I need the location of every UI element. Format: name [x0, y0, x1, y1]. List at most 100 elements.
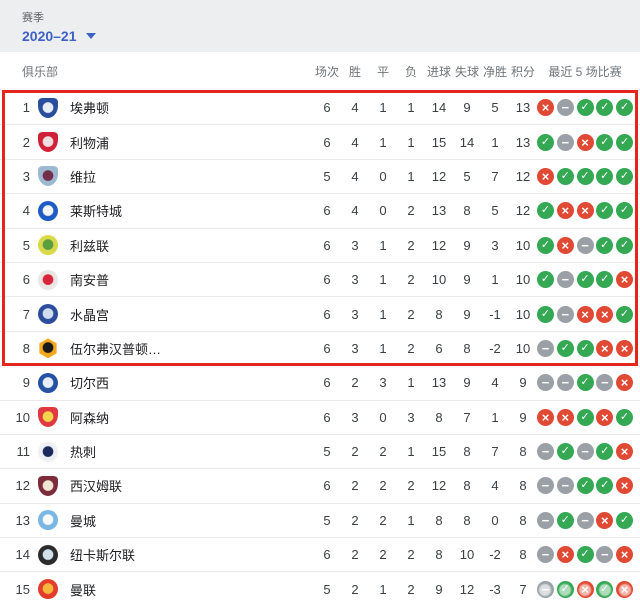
- season-select[interactable]: 2020–21: [22, 28, 96, 44]
- stat-value: 2: [407, 237, 415, 253]
- stat-value: 12: [431, 237, 447, 253]
- stat-value: 8: [435, 409, 443, 425]
- stat-value: 8: [519, 512, 527, 528]
- season-value: 2020–21: [22, 28, 77, 44]
- win-icon: [556, 167, 574, 185]
- table-row[interactable]: 5 利兹联 6 3 1 2 12 9 3 10: [0, 227, 640, 262]
- stat-value: 1: [407, 100, 415, 116]
- stat-value: 10: [515, 340, 531, 356]
- win-icon: [576, 339, 594, 357]
- stat-value: 7: [491, 444, 499, 460]
- win-icon: [616, 305, 633, 323]
- stat-value: 6: [323, 203, 331, 219]
- win-icon: [576, 374, 594, 392]
- stat-value: 1: [407, 512, 415, 528]
- win-icon: [616, 511, 633, 529]
- loss-icon: [556, 408, 574, 426]
- team-name: 维拉: [70, 169, 97, 185]
- draw-icon: [596, 374, 614, 392]
- team-stats: 6 4 1 1 14 9 5 13: [313, 100, 537, 115]
- stat-value: 2: [407, 272, 415, 288]
- stat-value: 6: [435, 340, 443, 356]
- rank: 4: [22, 203, 30, 219]
- stat-value: -2: [489, 340, 501, 356]
- stat-value: 5: [323, 168, 331, 184]
- team-stats: 5 2 2 1 15 8 7 8: [313, 444, 537, 459]
- table-row[interactable]: 1 埃弗顿 6 4 1 1 14 9 5 13: [0, 90, 640, 124]
- loss-icon: [616, 271, 633, 289]
- team-crest-icon: [38, 510, 58, 531]
- loss-icon: [596, 305, 614, 323]
- stat-value: -3: [489, 581, 501, 597]
- stat-value: 0: [379, 203, 387, 219]
- stat-value: 0: [379, 168, 387, 184]
- draw-icon: [556, 374, 574, 392]
- table-row[interactable]: 12 西汉姆联 6 2 2 2 12 8 4 8: [0, 468, 640, 502]
- stat-column-header: 净胜: [482, 64, 507, 79]
- stat-value: 10: [515, 272, 531, 288]
- stat-value: 9: [519, 375, 527, 391]
- team-crest-icon: [38, 200, 58, 221]
- stat-column-header: 平: [376, 64, 389, 79]
- table-row[interactable]: 7 水晶宫 6 3 1 2 8 9 -1 10: [0, 296, 640, 330]
- stat-column-headers: 场次胜平负进球 失球 净胜 积分: [313, 63, 537, 80]
- stat-value: 10: [515, 306, 531, 322]
- table-row[interactable]: 14 纽卡斯尔联 6 2 2 2 8 10 -2 8: [0, 537, 640, 571]
- win-icon: [576, 271, 594, 289]
- win-icon: [616, 133, 633, 151]
- table-row[interactable]: 11 热刺 5 2 2 1 15 8 7 8: [0, 433, 640, 468]
- stat-value: 8: [463, 203, 471, 219]
- draw-icon: [537, 443, 554, 461]
- stat-value: 8: [435, 306, 443, 322]
- stat-value: 6: [323, 375, 331, 391]
- stat-value: 8: [463, 340, 471, 356]
- team-crest-icon: [38, 97, 58, 118]
- win-icon: [596, 167, 614, 185]
- table-row[interactable]: 2 利物浦 6 4 1 1 15 14 1 13: [0, 124, 640, 158]
- stat-value: 6: [323, 306, 331, 322]
- team-crest-icon: [38, 166, 58, 187]
- stat-value: 3: [491, 237, 499, 253]
- stat-value: 4: [351, 168, 359, 184]
- team-stats: 5 2 2 1 8 8 0 8: [313, 513, 537, 528]
- stat-value: 2: [407, 581, 415, 597]
- stat-value: 10: [431, 272, 447, 288]
- stat-value: 8: [463, 512, 471, 528]
- stat-value: 2: [407, 478, 415, 494]
- loss-icon: [556, 546, 574, 564]
- table-row[interactable]: 10 阿森纳 6 3 0 3 8 7 1 9: [0, 399, 640, 434]
- stat-value: 1: [379, 237, 387, 253]
- team-name: 南安普: [70, 273, 110, 289]
- table-row[interactable]: 4 莱斯特城 6 4 0 2 13 8 5 12: [0, 193, 640, 227]
- stat-value: 8: [463, 478, 471, 494]
- loss-icon: [576, 580, 594, 598]
- stat-column-header: 负: [404, 64, 417, 79]
- table-row[interactable]: 15 曼联 5 2 1 2 9 12 -3 7: [0, 571, 640, 605]
- team-stats: 6 3 1 2 12 9 3 10: [313, 238, 537, 253]
- stat-value: 1: [379, 581, 387, 597]
- stat-value: 2: [407, 203, 415, 219]
- team-crest-icon: [38, 407, 58, 428]
- stat-value: 4: [351, 100, 359, 116]
- stat-value: 0: [491, 512, 499, 528]
- table-row[interactable]: 8 伍尔弗汉普顿… 6 3 1 2 6 8 -2 10: [0, 330, 640, 365]
- stat-value: 5: [323, 444, 331, 460]
- team-crest-icon: [38, 304, 58, 325]
- rank: 9: [22, 375, 30, 391]
- table-body: 1埃弗顿64111495132利物浦641115141133维拉54011257…: [0, 90, 640, 606]
- last-5-form: [537, 477, 633, 495]
- team-crest-icon: [38, 441, 58, 462]
- win-icon: [537, 305, 554, 323]
- table-row[interactable]: 13 曼城 5 2 2 1 8 8 0 8: [0, 502, 640, 537]
- stat-value: 2: [351, 512, 359, 528]
- team-name: 西汉姆联: [70, 479, 123, 495]
- stat-value: 1: [379, 134, 387, 150]
- stat-value: 9: [435, 581, 443, 597]
- stat-value: 6: [323, 237, 331, 253]
- table-row[interactable]: 3 维拉 5 4 0 1 12 5 7 12: [0, 158, 640, 193]
- table-row[interactable]: 6 南安普 6 3 1 2 10 9 1 10: [0, 261, 640, 296]
- stat-value: 8: [519, 478, 527, 494]
- team-crest-icon: [38, 132, 58, 153]
- win-icon: [616, 202, 633, 220]
- table-row[interactable]: 9 切尔西 6 2 3 1 13 9 4 9: [0, 365, 640, 399]
